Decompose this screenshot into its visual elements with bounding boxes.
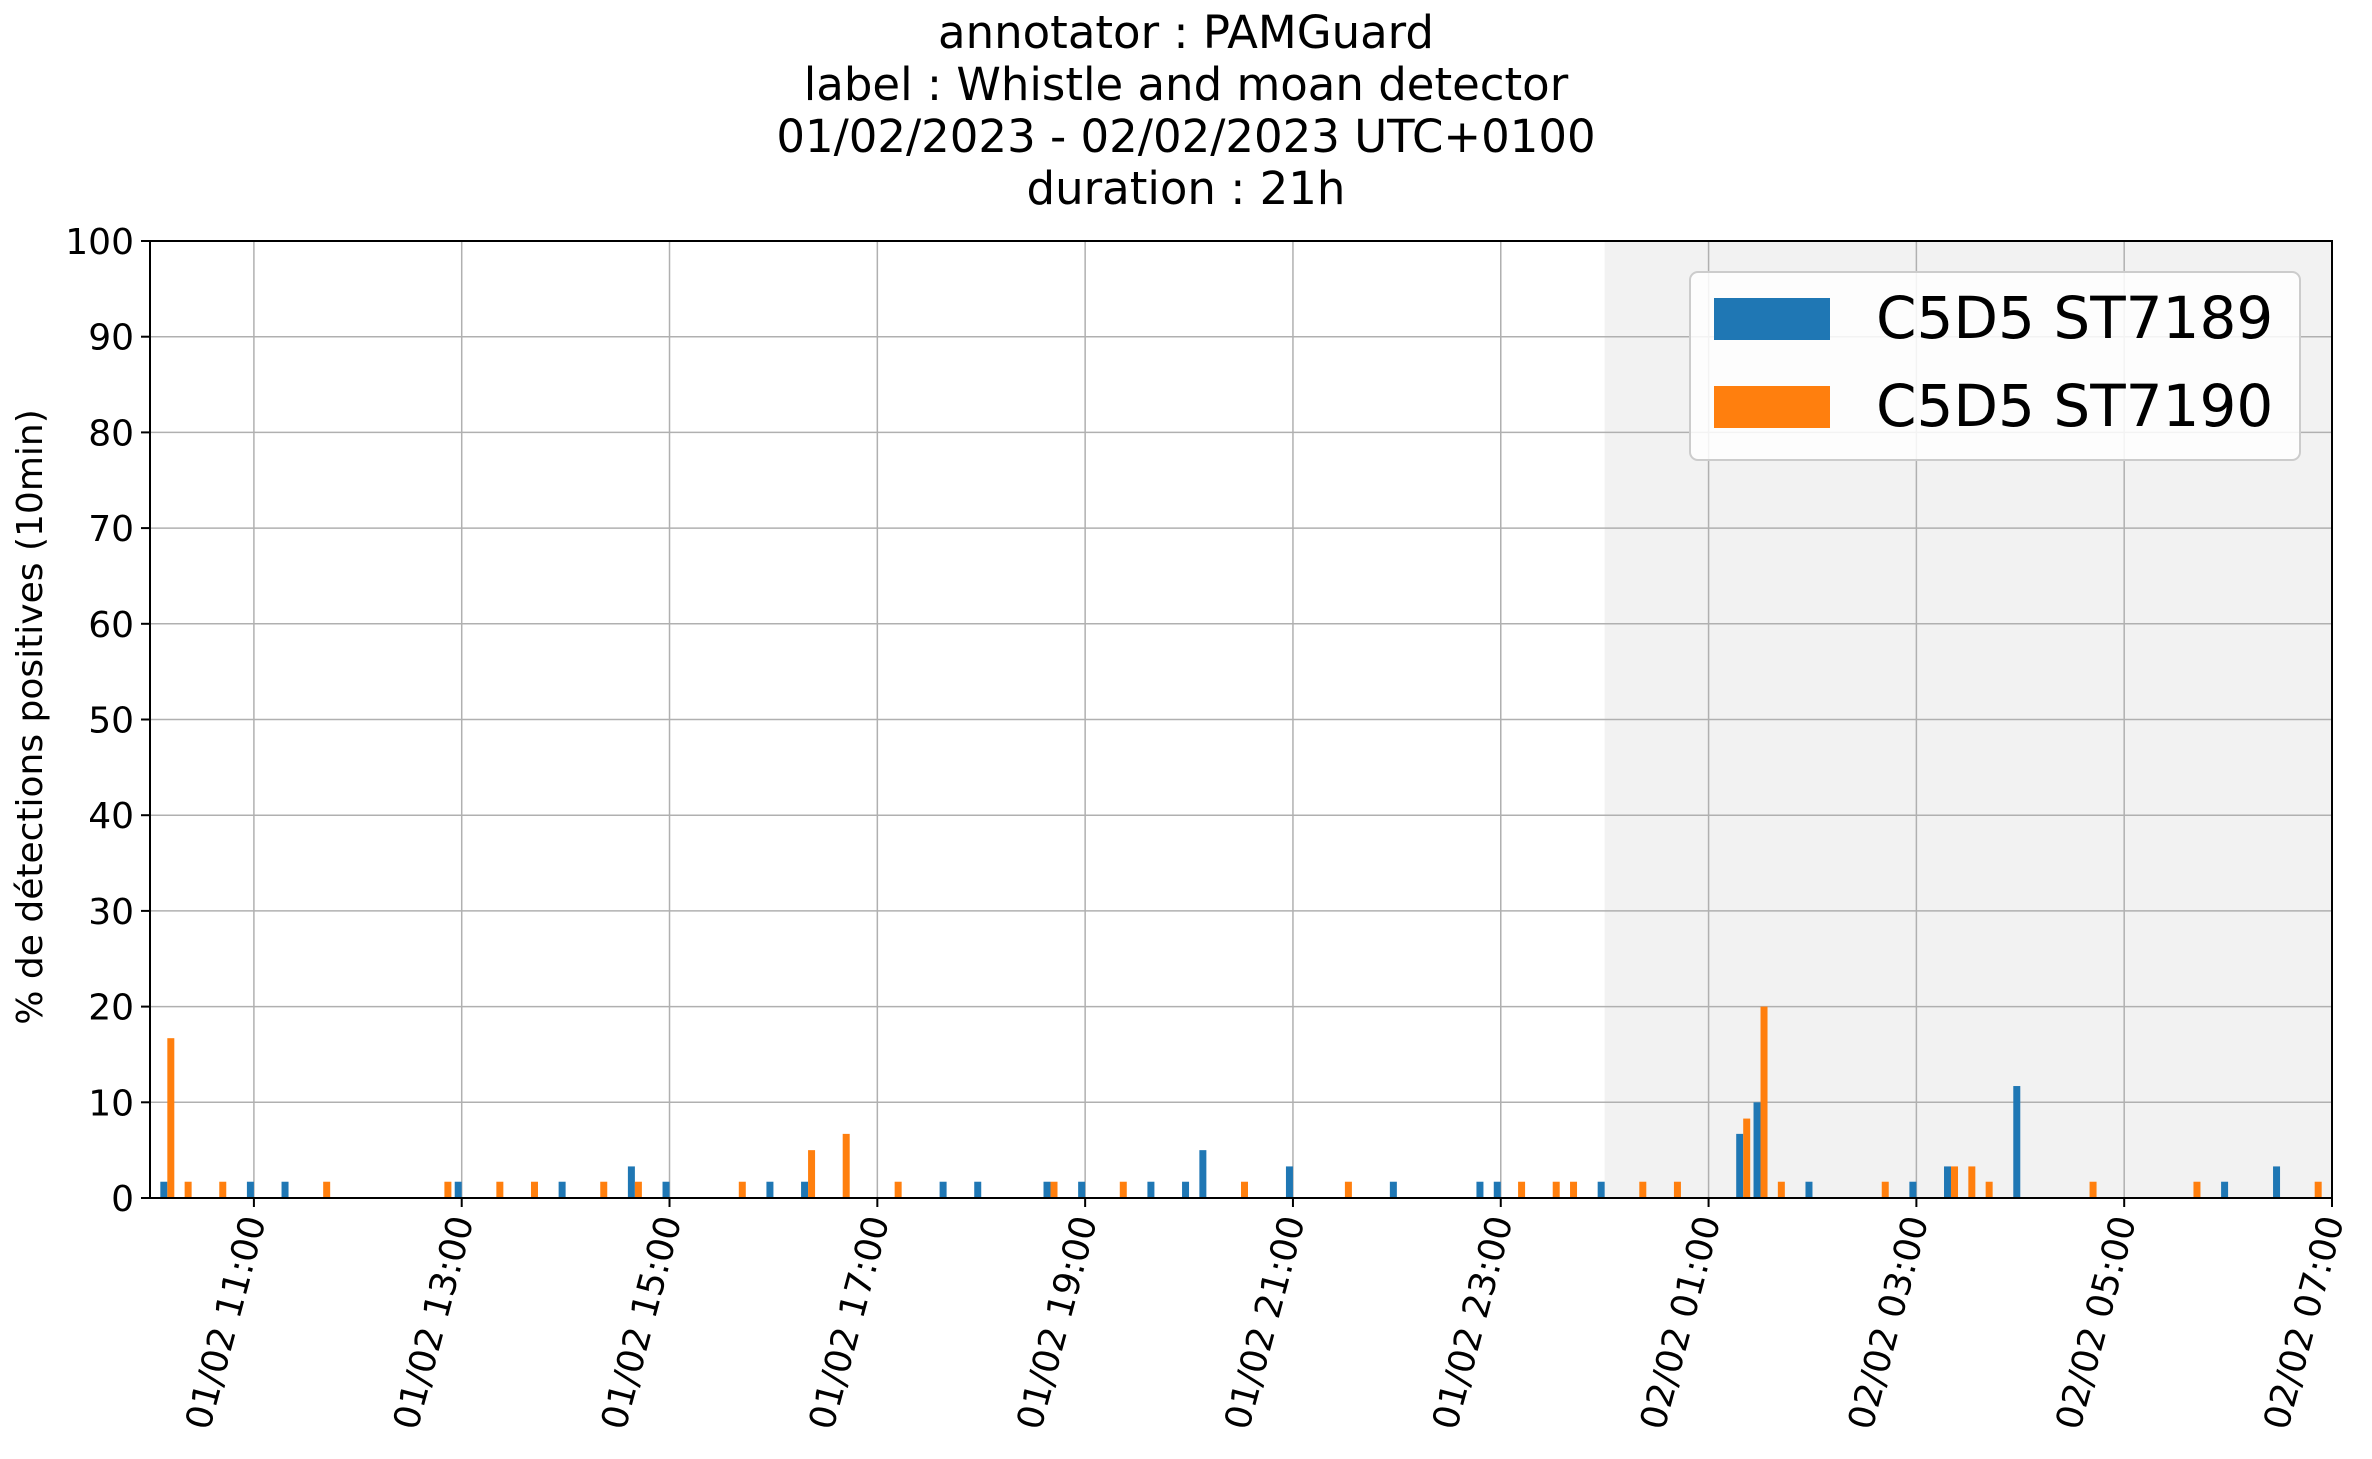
bar-c5d5-st7189 <box>1736 1133 1744 1198</box>
title-line-date-range: 01/02/2023 - 02/02/2023 UTC+0100 <box>776 110 1595 163</box>
bar-c5d5-st7189 <box>662 1181 670 1198</box>
bar-c5d5-st7190 <box>1552 1181 1560 1198</box>
bar-c5d5-st7190 <box>1570 1181 1578 1198</box>
y-tick-label: 60 <box>88 605 134 646</box>
bar-c5d5-st7189 <box>766 1181 774 1198</box>
bar-c5d5-st7189 <box>974 1181 982 1198</box>
y-tick-label: 80 <box>88 413 134 454</box>
y-tick-label: 90 <box>88 318 134 359</box>
bar-c5d5-st7190 <box>496 1181 504 1198</box>
bar-c5d5-st7189 <box>281 1181 289 1198</box>
bar-c5d5-st7190 <box>219 1181 227 1198</box>
bar-c5d5-st7190 <box>808 1150 816 1198</box>
y-tick-label: 20 <box>88 988 134 1029</box>
bar-c5d5-st7190 <box>2089 1181 2097 1198</box>
y-axis-label: % de détections positives (10min) <box>10 409 51 1025</box>
bar-c5d5-st7190 <box>184 1181 192 1198</box>
bar-c5d5-st7190 <box>1241 1181 1248 1198</box>
bar-c5d5-st7189 <box>1476 1181 1484 1198</box>
bar-c5d5-st7190 <box>167 1038 175 1198</box>
bar-c5d5-st7189 <box>1389 1181 1397 1198</box>
bar-c5d5-st7190 <box>1743 1118 1751 1198</box>
bar-c5d5-st7189 <box>1805 1181 1813 1198</box>
bar-c5d5-st7190 <box>600 1181 608 1198</box>
bar-c5d5-st7189 <box>1043 1181 1051 1198</box>
legend-swatch-c5d5-st7190 <box>1714 386 1830 428</box>
y-tick-label: 0 <box>111 1179 134 1220</box>
bar-c5d5-st7190 <box>1760 1006 1768 1198</box>
bar-c5d5-st7189 <box>2273 1166 2281 1198</box>
bar-c5d5-st7190 <box>738 1181 746 1198</box>
bar-c5d5-st7189 <box>1753 1102 1761 1198</box>
bar-c5d5-st7190 <box>2314 1181 2322 1198</box>
bar-c5d5-st7190 <box>1518 1181 1526 1198</box>
bar-c5d5-st7189 <box>627 1166 635 1198</box>
y-tick-label: 40 <box>88 796 134 837</box>
bar-c5d5-st7189 <box>1078 1181 1086 1198</box>
bar-c5d5-st7190 <box>323 1181 331 1198</box>
bar-c5d5-st7189 <box>454 1181 462 1198</box>
bar-c5d5-st7189 <box>2221 1181 2229 1198</box>
y-tick-label: 50 <box>88 701 134 742</box>
bar-c5d5-st7190 <box>1673 1181 1681 1198</box>
bar-c5d5-st7189 <box>1909 1181 1917 1198</box>
bar-c5d5-st7190 <box>1951 1166 1959 1198</box>
bar-c5d5-st7190 <box>842 1133 850 1198</box>
y-tick-label: 100 <box>65 222 134 263</box>
bar-c5d5-st7190 <box>1050 1181 1058 1198</box>
bar-c5d5-st7190 <box>1777 1181 1785 1198</box>
bar-c5d5-st7189 <box>246 1181 254 1198</box>
bar-c5d5-st7190 <box>1985 1181 1993 1198</box>
bar-c5d5-st7190 <box>530 1181 538 1198</box>
bar-c5d5-st7190 <box>1639 1181 1647 1198</box>
bar-c5d5-st7189 <box>939 1181 947 1198</box>
y-tick-label: 70 <box>88 509 134 550</box>
bar-c5d5-st7189 <box>1597 1181 1605 1198</box>
bar-c5d5-st7190 <box>1119 1181 1127 1198</box>
bar-c5d5-st7189 <box>1199 1150 1207 1198</box>
bar-c5d5-st7190 <box>1881 1181 1889 1198</box>
bar-c5d5-st7190 <box>444 1181 452 1198</box>
y-tick-label: 30 <box>88 892 134 933</box>
legend-label-c5d5-st7189: C5D5 ST7189 <box>1876 284 2273 352</box>
bar-c5d5-st7189 <box>2013 1086 2021 1198</box>
chart-title: annotator : PAMGuard label : Whistle and… <box>776 6 1595 215</box>
bar-c5d5-st7189 <box>1285 1166 1293 1198</box>
y-tick-label: 10 <box>88 1083 134 1124</box>
bar-c5d5-st7189 <box>160 1181 168 1198</box>
bar-c5d5-st7189 <box>1493 1181 1501 1198</box>
title-line-label: label : Whistle and moan detector <box>804 58 1569 111</box>
legend-label-c5d5-st7190: C5D5 ST7190 <box>1876 372 2273 440</box>
bar-c5d5-st7189 <box>1147 1181 1155 1198</box>
bar-c5d5-st7190 <box>1968 1166 1976 1198</box>
bar-c5d5-st7189 <box>801 1181 809 1198</box>
bar-c5d5-st7190 <box>894 1181 902 1198</box>
bar-c5d5-st7189 <box>558 1181 566 1198</box>
legend-swatch-c5d5-st7189 <box>1714 298 1830 340</box>
bar-c5d5-st7190 <box>2193 1181 2201 1198</box>
title-line-annotator: annotator : PAMGuard <box>938 6 1434 59</box>
title-line-duration: duration : 21h <box>1027 162 1346 215</box>
bar-c5d5-st7189 <box>1182 1181 1190 1198</box>
legend-box <box>1689 271 2301 461</box>
bar-c5d5-st7190 <box>634 1181 642 1198</box>
legend: C5D5 ST7189 C5D5 ST7190 <box>1689 271 2301 461</box>
bar-c5d5-st7189 <box>1944 1166 1952 1198</box>
bars <box>160 1006 2322 1198</box>
bar-c5d5-st7190 <box>1344 1181 1352 1198</box>
